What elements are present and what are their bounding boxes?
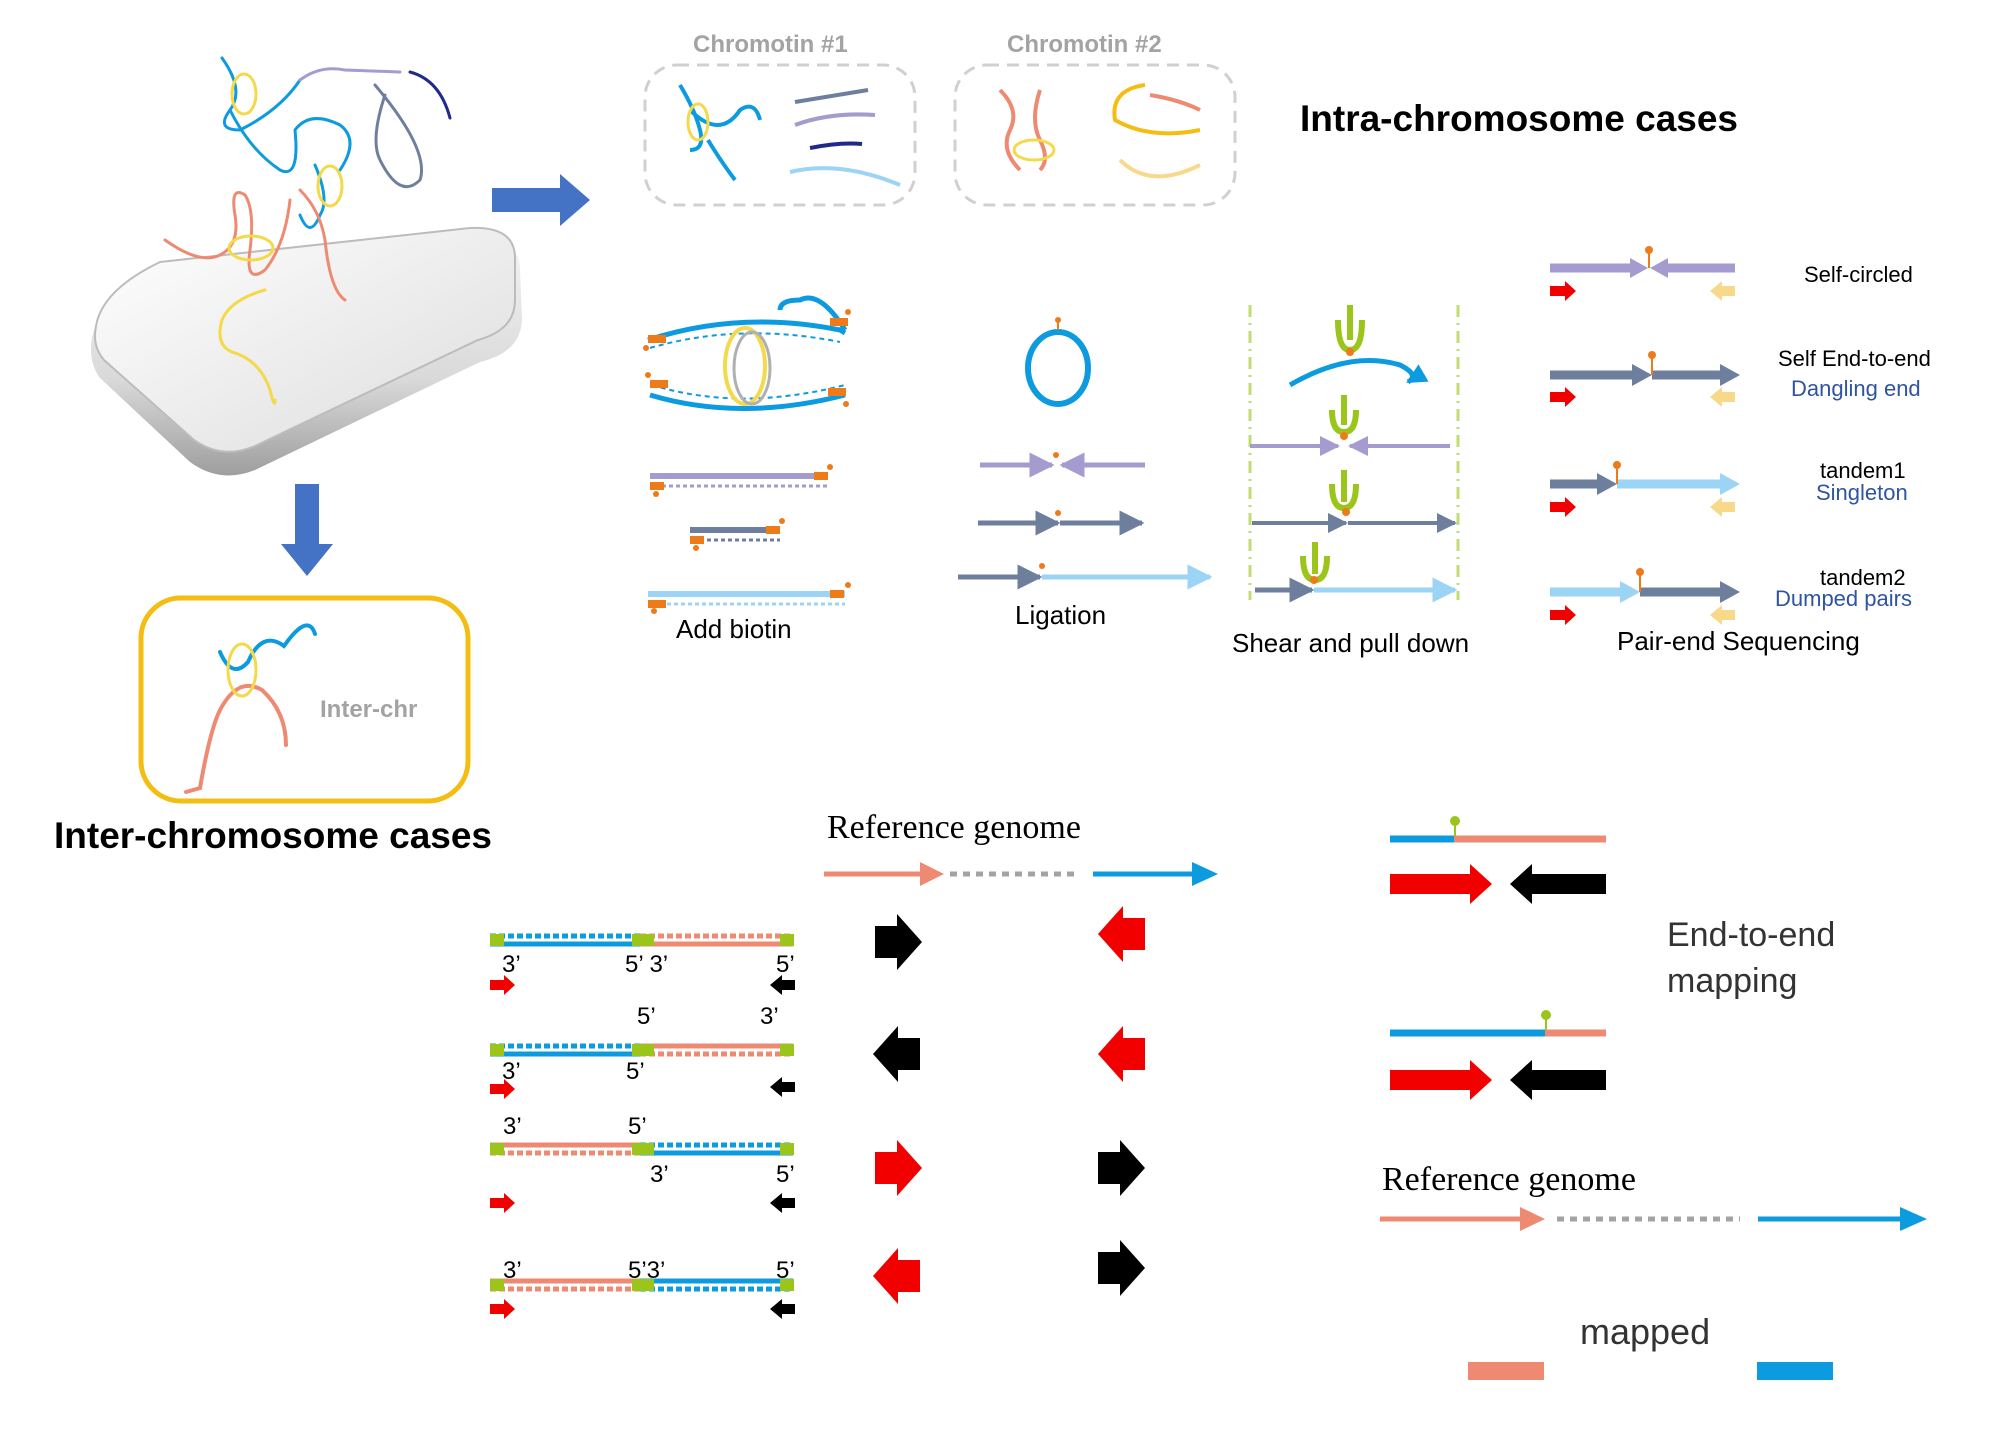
strand-label: 3’ [502, 951, 521, 978]
strand-row-4: 3’ 5’3’ 5’ [490, 1257, 795, 1319]
add-biotin-label: Add biotin [676, 614, 792, 644]
strand-row-3: 3’ 5’ 3’ 5’ [490, 1113, 795, 1213]
strand-row-1: 3’ 5’ 3’ 5’ [490, 933, 795, 995]
tandem1-label: tandem1 [1820, 458, 1906, 483]
mapped-swatch-salmon [1468, 1362, 1544, 1380]
mapped-label: mapped [1580, 1311, 1710, 1352]
strand-label: 5’ [628, 1113, 647, 1140]
dangling-end-label: Dangling end [1791, 376, 1921, 401]
end-to-end-label-2: mapping [1667, 962, 1797, 1000]
culture-plate [91, 226, 522, 476]
chromatin-tangle [163, 56, 452, 405]
orientation-arrows [873, 906, 1145, 1304]
chromatin-1-box: Chromotin #1 [643, 31, 917, 207]
ligation-panel: Ligation [958, 317, 1213, 630]
down-arrow-icon [281, 484, 333, 576]
end-to-end-label-1: End-to-end [1667, 916, 1835, 954]
strand-label: 5’ 3’ [625, 951, 668, 978]
strand-label: 3’ [503, 1113, 522, 1140]
chromatin-2-label: Chromotin #2 [1007, 31, 1162, 58]
strand-label: 5’ [776, 1257, 795, 1284]
strand-row-2: 5’ 3’ 3’ 5’ [490, 1003, 795, 1099]
shear-panel: Shear and pull down [1232, 305, 1469, 658]
mapped-legend: mapped [1468, 1311, 1833, 1380]
dumped-pairs-label: Dumped pairs [1775, 586, 1912, 611]
end-to-end-mapping: End-to-end mapping [1390, 816, 1835, 1100]
strand-label: 5’ [637, 1003, 656, 1030]
strand-label: 3’ [650, 1161, 669, 1188]
shear-label: Shear and pull down [1232, 628, 1469, 658]
inter-chr-label: Inter-chr [320, 696, 417, 723]
intra-chromosome-title: Intra-chromosome cases [1300, 98, 1738, 139]
sequencing-label: Pair-end Sequencing [1617, 626, 1860, 656]
strand-label: 3’ [502, 1058, 521, 1085]
self-end-to-end-label: Self End-to-end [1778, 346, 1931, 371]
chromatin-2-box: Chromotin #2 [953, 31, 1237, 207]
chromatin-1-label: Chromotin #1 [693, 31, 848, 58]
strand-label: 5’ [776, 951, 795, 978]
ligation-label: Ligation [1015, 600, 1106, 630]
strand-label: 5’ [626, 1058, 645, 1085]
pair-types-panel: Self-circled Self End-to-end Dangling en… [1550, 246, 1931, 656]
strand-label: 3’ [503, 1257, 522, 1284]
strand-label: 5’ [776, 1161, 795, 1188]
reference-genome-bottom: Reference genome [1380, 1161, 1927, 1231]
singleton-label: Singleton [1816, 480, 1908, 505]
inter-chr-box: Inter-chr [138, 595, 471, 804]
self-circled-label: Self-circled [1804, 262, 1913, 287]
add-biotin-panel: Add biotin [643, 295, 851, 644]
reference-genome-label-2: Reference genome [1382, 1161, 1636, 1198]
tandem2-label: tandem2 [1820, 565, 1906, 590]
right-arrow-icon [492, 174, 590, 226]
inter-chromosome-title: Inter-chromosome cases [54, 815, 492, 856]
strand-rows: 3’ 5’ 3’ 5’ 5’ 3’ 3’ 5’ 3’ 5’ [490, 933, 795, 1319]
mapped-swatch-blue [1757, 1362, 1833, 1380]
reference-genome-top: Reference genome [824, 809, 1218, 886]
reference-genome-label-1: Reference genome [827, 809, 1081, 846]
strand-label: 3’ [760, 1003, 779, 1030]
